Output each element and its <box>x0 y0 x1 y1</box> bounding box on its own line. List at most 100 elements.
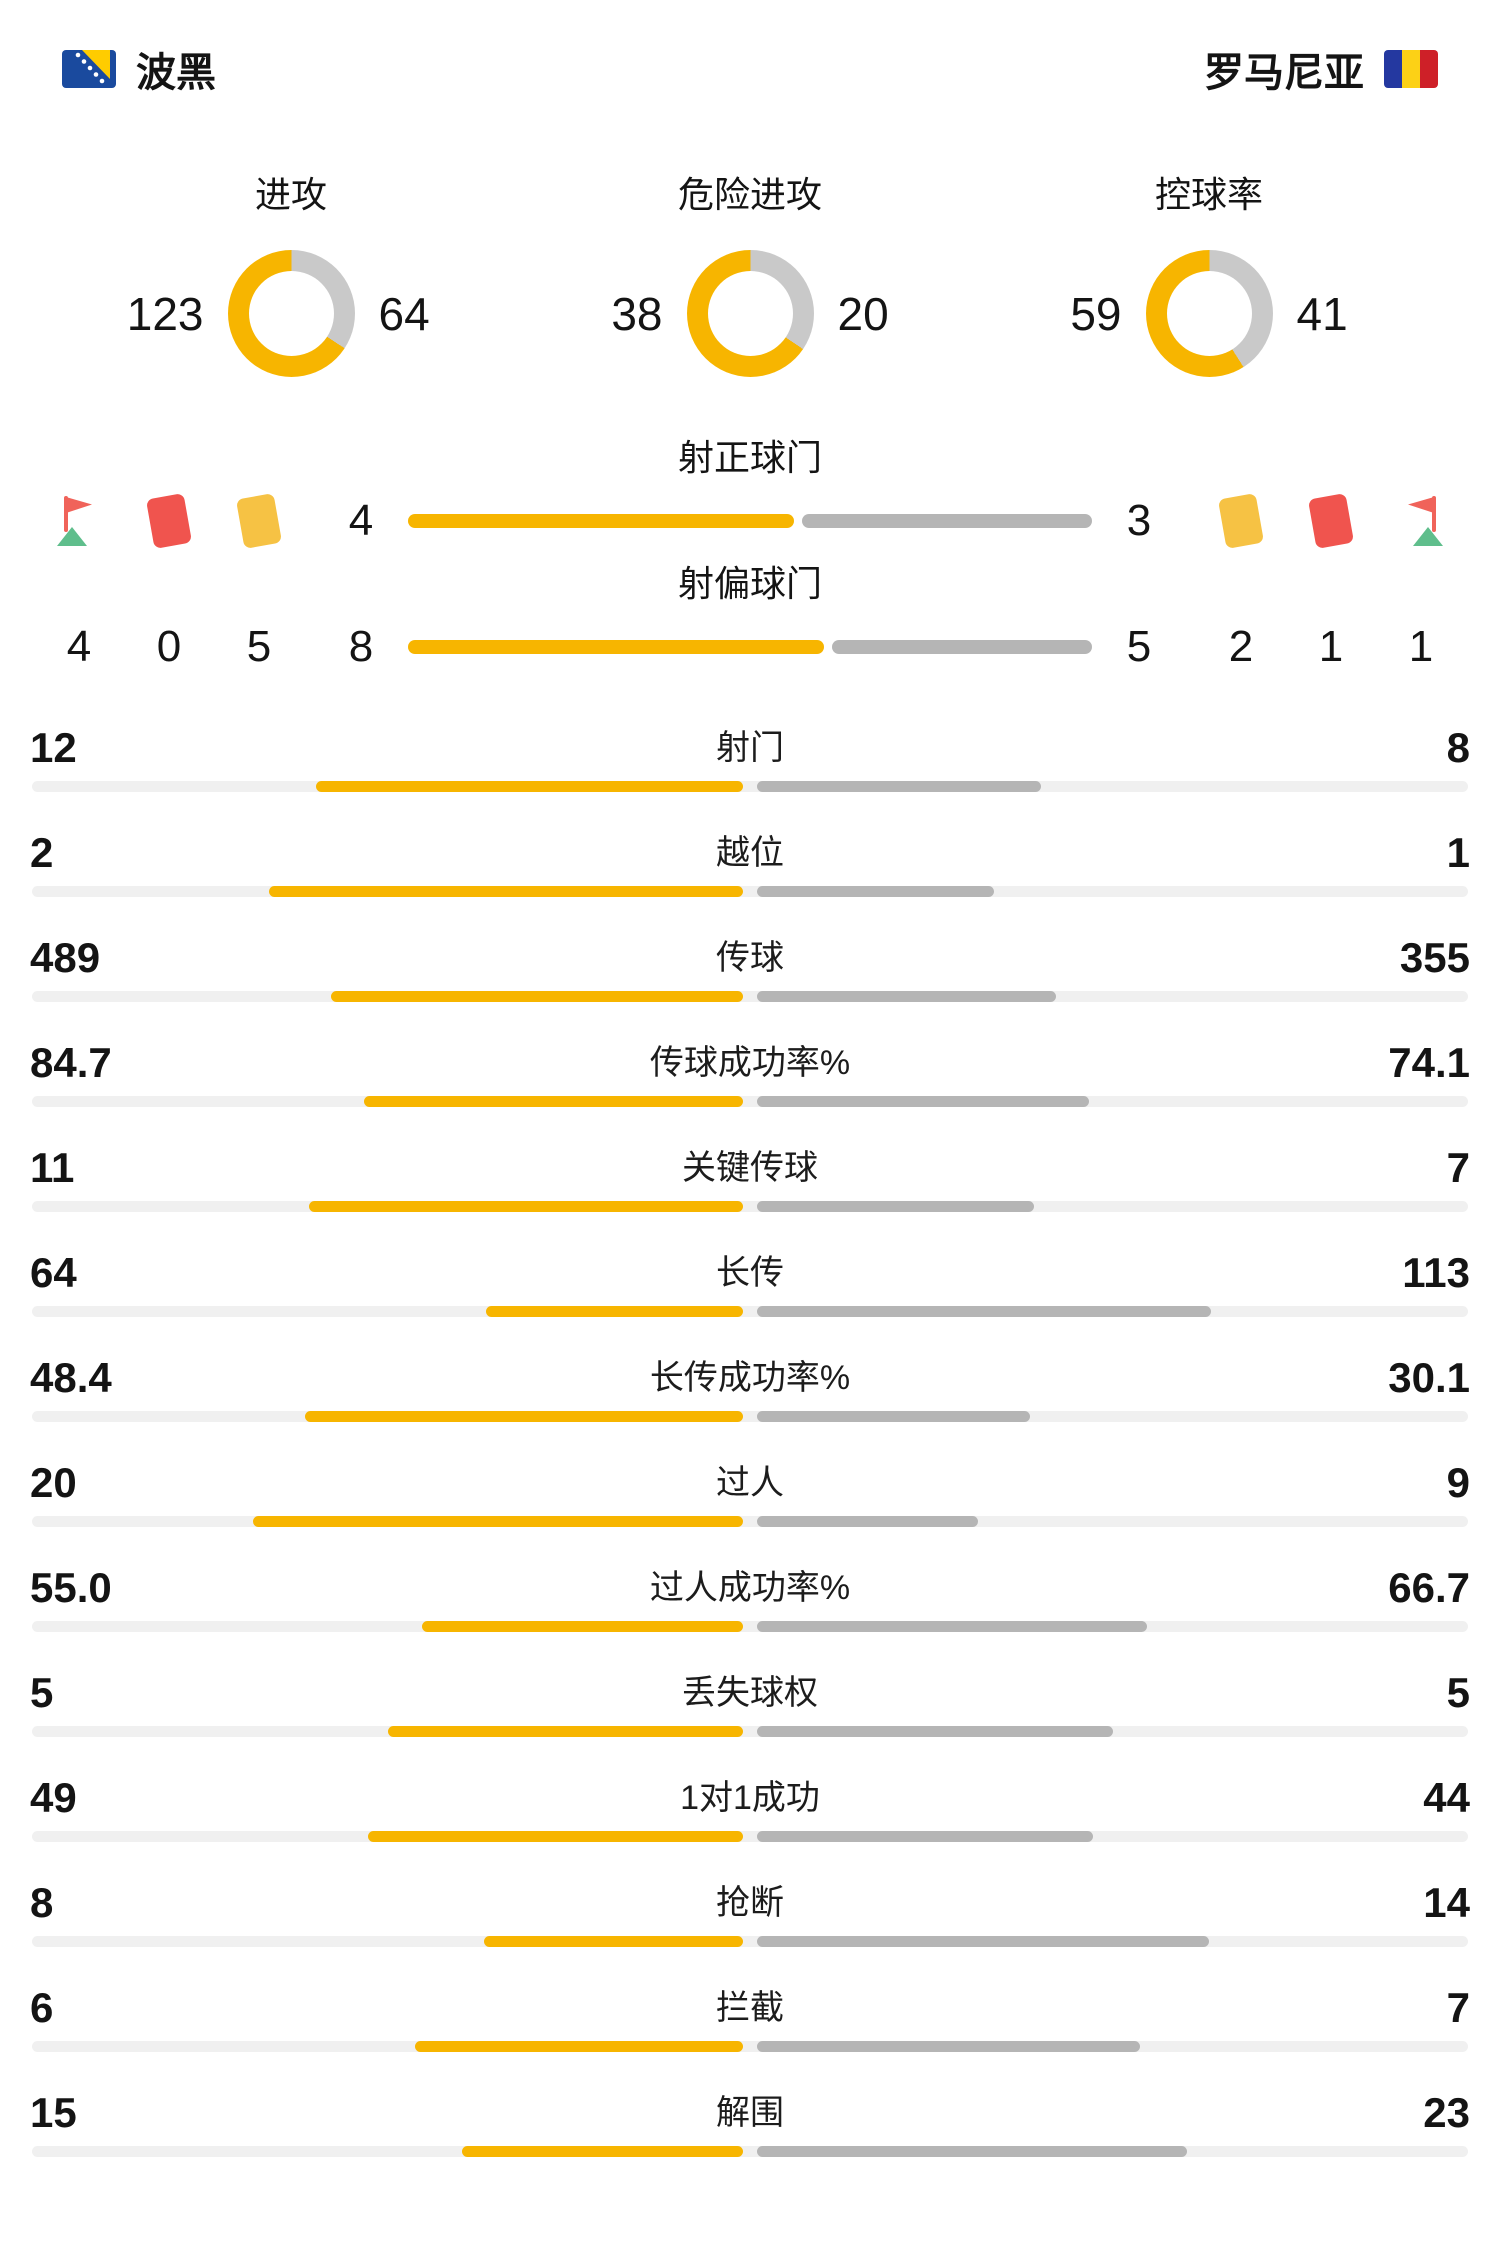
stat-label: 过人 <box>716 1464 784 1502</box>
donut-dangerous-attacks: 危险进攻 38 20 <box>579 170 922 377</box>
stat-away-value: 5 <box>1446 1669 1470 1716</box>
away-team-name: 罗马尼亚 <box>1204 51 1364 95</box>
donut-title: 进攻 <box>254 174 327 215</box>
stat-row: 20 过人 9 <box>0 1428 1500 1533</box>
stat-bar-away <box>757 991 1057 1002</box>
stat-away-value: 14 <box>1423 1879 1470 1926</box>
shots-section: 射正球门 4 3 <box>0 433 1500 685</box>
stat-bar-track <box>32 2041 1468 2052</box>
home-team-flag-icon <box>62 50 116 88</box>
stat-bar-away <box>757 1936 1210 1947</box>
shots-on-target-away: 3 <box>1126 496 1152 545</box>
home-team: 波黑 <box>62 40 216 98</box>
stat-bar-home <box>308 1201 743 1212</box>
away-team: 罗马尼亚 <box>1204 40 1438 98</box>
donut-title: 控球率 <box>1154 174 1263 215</box>
stat-home-value: 48.4 <box>30 1354 112 1401</box>
stat-bar-track <box>32 991 1468 1002</box>
shots-on-target-label: 射正球门 <box>677 437 822 478</box>
red-card-icon <box>140 492 198 550</box>
stat-label: 传球成功率% <box>649 1044 851 1082</box>
stat-row: 55.0 过人成功率% 66.7 <box>0 1533 1500 1638</box>
stat-label: 拦截 <box>716 1989 784 2027</box>
stat-bar-away <box>757 1096 1089 1107</box>
donut-possession: 控球率 59 41 <box>1038 170 1381 377</box>
stat-bar-home <box>331 991 743 1002</box>
shots-off-target-row: 4 0 5 8 5 2 1 1 <box>0 609 1500 685</box>
stat-bar-away <box>757 886 994 897</box>
red-card-icon <box>1302 492 1360 550</box>
donut-home-value: 123 <box>126 287 204 340</box>
shots-off-target-label: 射偏球门 <box>677 563 822 604</box>
stat-home-value: 15 <box>30 2089 77 2136</box>
donut-home-value: 38 <box>611 287 663 340</box>
stat-bar-track <box>32 1411 1468 1422</box>
shots-off-target-away: 5 <box>1126 622 1152 671</box>
stat-row: 11 关键传球 7 <box>0 1113 1500 1218</box>
donut-hole <box>248 271 334 356</box>
stat-row: 48.4 长传成功率% 30.1 <box>0 1323 1500 1428</box>
stat-row: 84.7 传球成功率% 74.1 <box>0 1008 1500 1113</box>
stats-list: 12 射门 8 2 越位 1 489 传球 355 <box>0 693 1500 2163</box>
stat-bar-track <box>32 781 1468 792</box>
stat-away-value: 113 <box>1402 1249 1470 1296</box>
stat-row: 489 传球 355 <box>0 903 1500 1008</box>
stat-bar-home <box>316 781 743 792</box>
stat-bar-home <box>462 2146 743 2157</box>
stat-bar-track <box>32 1621 1468 1632</box>
corner-flag-icon <box>50 492 108 550</box>
donut-hole <box>707 271 793 356</box>
stat-bar-away <box>757 781 1042 792</box>
yellow-card-icon <box>1212 492 1270 550</box>
stat-bar-away <box>757 1516 978 1527</box>
donut-chart <box>686 250 814 377</box>
stat-home-value: 11 <box>30 1144 75 1191</box>
stat-home-value: 20 <box>30 1459 77 1506</box>
bar-home-segment <box>408 514 795 528</box>
home-discipline-icons <box>0 492 330 550</box>
stat-bar-home <box>304 1411 743 1422</box>
stat-bar-home <box>414 2041 743 2052</box>
stat-bar-away <box>757 1831 1094 1842</box>
stat-away-value: 7 <box>1446 1984 1470 2031</box>
stat-bar-track <box>32 1831 1468 1842</box>
stat-home-value: 6 <box>30 1984 54 2031</box>
stat-label: 射门 <box>716 729 784 767</box>
yellow-card-icon <box>230 492 288 550</box>
donut-away-value: 41 <box>1296 287 1348 340</box>
bar-away-segment <box>832 640 1092 654</box>
away-yellow-cards-value: 2 <box>1228 622 1254 671</box>
bar-home-segment <box>408 640 824 654</box>
stat-label: 丢失球权 <box>682 1674 818 1712</box>
stat-away-value: 1 <box>1446 829 1470 876</box>
shots-on-target-bar <box>408 514 1092 528</box>
donut-hole <box>1166 271 1252 356</box>
stat-bar-away <box>757 1201 1034 1212</box>
stat-home-value: 49 <box>30 1774 77 1821</box>
stat-home-value: 5 <box>30 1669 54 1716</box>
stat-away-value: 9 <box>1446 1459 1470 1506</box>
donut-attacks: 进攻 123 64 <box>120 170 463 377</box>
stat-label: 抢断 <box>716 1884 784 1922</box>
stat-bar-home <box>387 1726 743 1737</box>
stat-bar-track <box>32 2146 1468 2157</box>
stat-home-value: 64 <box>30 1249 77 1296</box>
stat-bar-track <box>32 1726 1468 1737</box>
away-team-flag-icon <box>1384 50 1438 88</box>
stat-row: 6 拦截 7 <box>0 1953 1500 2058</box>
donut-away-value: 20 <box>837 287 889 340</box>
stat-away-value: 74.1 <box>1388 1039 1470 1086</box>
stat-bar-home <box>421 1621 743 1632</box>
stat-row: 49 1对1成功 44 <box>0 1743 1500 1848</box>
stat-bar-away <box>757 1726 1113 1737</box>
stat-bar-home <box>363 1096 743 1107</box>
match-header: 波黑 罗马尼亚 <box>0 0 1500 98</box>
stat-home-value: 55.0 <box>30 1564 112 1611</box>
stat-bar-home <box>368 1831 743 1842</box>
stat-label: 越位 <box>716 834 784 872</box>
donut-title: 危险进攻 <box>677 174 822 215</box>
stat-bar-home <box>484 1936 743 1947</box>
home-corners-value: 4 <box>66 622 92 671</box>
stat-home-value: 84.7 <box>30 1039 112 1086</box>
stat-bar-away <box>757 1306 1211 1317</box>
